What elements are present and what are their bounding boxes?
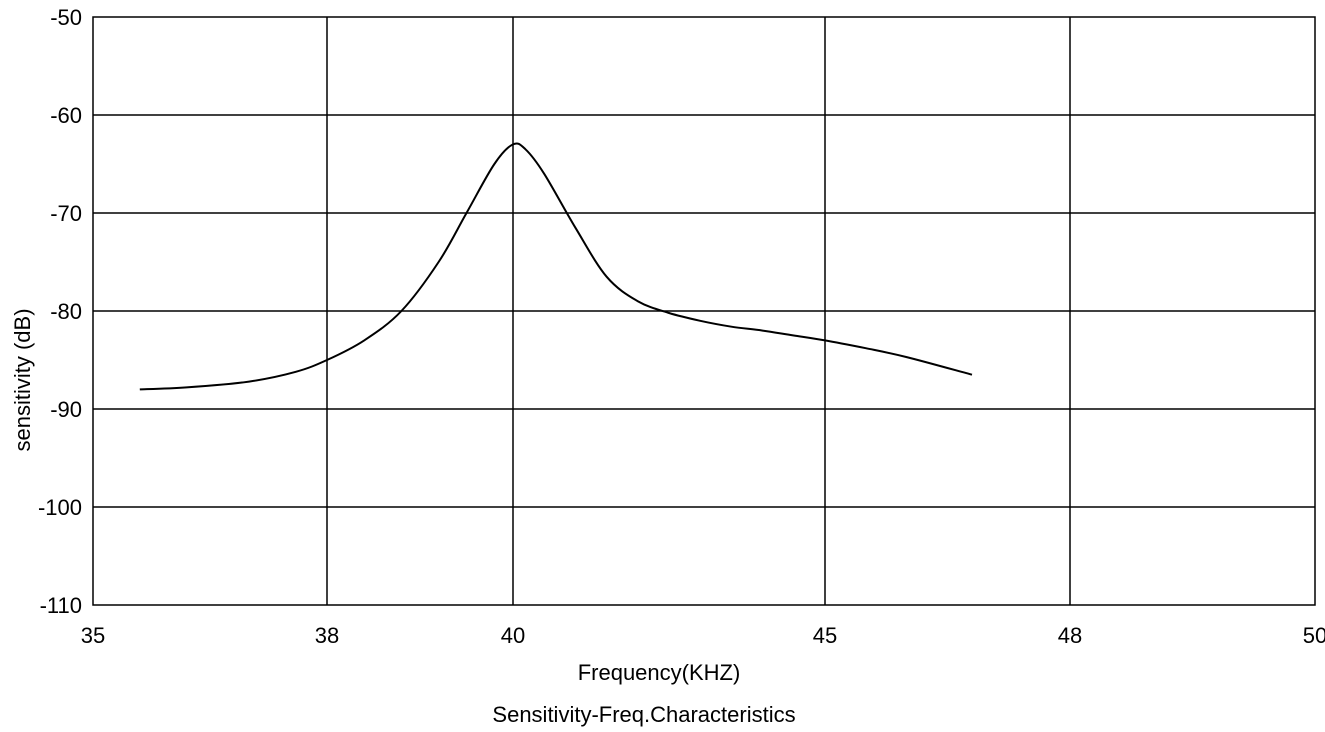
x-tick-labels: 35 38 40 45 48 50: [81, 623, 1325, 648]
y-tick-label: -100: [38, 495, 82, 520]
y-tick-labels: -50 -60 -70 -80 -90 -100 -110: [38, 5, 82, 618]
x-tick-label: 35: [81, 623, 105, 648]
y-tick-label: -110: [40, 593, 82, 618]
y-axis-title: sensitivity (dB): [10, 308, 35, 451]
x-tick-label: 45: [813, 623, 837, 648]
chart-caption: Sensitivity-Freq.Characteristics: [492, 702, 795, 727]
y-tick-label: -80: [50, 299, 82, 324]
plot-frame: [92, 16, 1316, 606]
grid-lines: [93, 17, 1315, 605]
x-tick-label: 38: [315, 623, 339, 648]
series-line-sensitivity: [139, 142, 973, 391]
y-tick-label: -90: [50, 397, 82, 422]
x-tick-label: 40: [501, 623, 525, 648]
y-tick-label: -60: [50, 103, 82, 128]
x-axis-title: Frequency(KHZ): [578, 660, 741, 685]
y-tick-label: -50: [50, 5, 82, 30]
x-tick-label: 48: [1058, 623, 1082, 648]
x-tick-label: 50: [1303, 623, 1325, 648]
y-tick-label: -70: [50, 201, 82, 226]
